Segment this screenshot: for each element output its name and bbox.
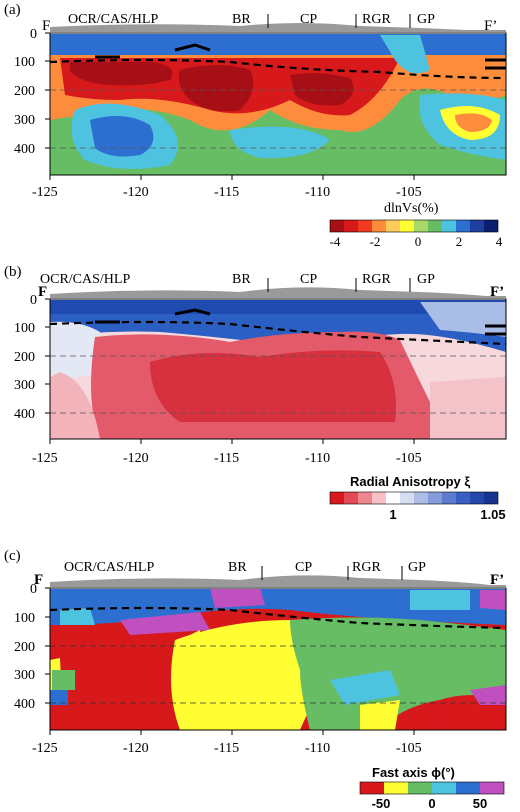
region-rgr-b: RGR: [362, 272, 391, 287]
colorbar-b: [329, 491, 499, 505]
region-ocr-b: OCR/CAS/HLP: [40, 272, 131, 287]
y-ticks-a: [45, 32, 50, 149]
ytick-label: 100: [14, 55, 35, 70]
panel-b: (b) F F’ OCR/CAS/HLP BR CP RGR GP: [0, 262, 520, 527]
profile-end-c: F’: [490, 572, 505, 588]
ytick-label: 200: [14, 84, 35, 99]
colorbar-a: [329, 219, 499, 233]
colorbar-tick-a: -2: [369, 234, 381, 249]
region-br-b: BR: [232, 272, 251, 287]
x-ticks-a: [49, 175, 415, 180]
region-gp-a: GP: [417, 12, 435, 27]
xtick-label: -120: [123, 741, 149, 756]
ytick-label: 400: [14, 697, 35, 712]
region-gp-b: GP: [417, 272, 435, 287]
profile-start-a: F: [42, 18, 51, 34]
colorbar-c: [359, 781, 505, 795]
ytick-label: 100: [14, 321, 35, 336]
profile-start-c: F: [34, 572, 44, 588]
region-br-a: BR: [232, 12, 251, 27]
colorbar-tick-a: -4: [329, 234, 341, 249]
panel-label-c: (c): [4, 548, 21, 564]
ytick-label: 0: [30, 27, 37, 42]
profile-start-b: F: [38, 284, 48, 300]
section-plot-b: -125 -120 -115 -110 -105 0 100 200 300 4…: [14, 278, 507, 505]
xtick-label: -125: [32, 185, 58, 200]
ytick-label: 400: [14, 407, 35, 422]
topography-a: [50, 23, 506, 32]
xtick-label: -105: [396, 451, 422, 466]
colorbar-title-c: Fast axis ϕ(°): [372, 765, 455, 780]
ytick-label: 300: [14, 668, 35, 683]
yellow-zone-c: [171, 620, 330, 730]
colorbar-tick-a: 2: [455, 234, 463, 249]
colorbar-title-b: Radial Anisotropy ξ: [350, 474, 471, 489]
region-ocr-c: OCR/CAS/HLP: [64, 560, 155, 575]
ytick-label: 300: [14, 378, 35, 393]
ytick-label: 200: [14, 640, 35, 655]
ytick-label: 300: [14, 113, 35, 128]
plot-frame-c: [49, 587, 507, 731]
region-cp-b: CP: [300, 272, 318, 287]
xtick-label: -115: [214, 451, 239, 466]
panel-label-a: (a): [4, 2, 21, 18]
ytick-label: 0: [30, 293, 37, 308]
xtick-label: -115: [214, 185, 239, 200]
region-br-c: BR: [228, 560, 247, 575]
panel-label-b: (b): [4, 264, 22, 280]
xtick-label: -105: [396, 185, 422, 200]
xtick-label: -110: [305, 185, 330, 200]
section-plot-c: -125 -120 -115 -110 -105 0 100 200 300 4…: [14, 566, 507, 795]
xtick-label: -110: [305, 741, 330, 756]
topography-c: [50, 575, 506, 587]
panel-c: (c) F F’ OCR/CAS/HLP BR CP RGR GP: [0, 530, 520, 812]
lab-boundary-a: [49, 58, 507, 80]
xtick-label: -110: [305, 451, 330, 466]
lab-boundary-b: [49, 320, 507, 346]
region-ocr-a: OCR/CAS/HLP: [68, 12, 159, 27]
region-rgr-c: RGR: [352, 560, 381, 575]
xtick-label: -125: [32, 451, 58, 466]
xtick-label: -120: [123, 185, 149, 200]
xtick-label: -125: [32, 741, 58, 756]
colorbar-tick-a: 4: [495, 234, 503, 249]
topography-b: [50, 287, 506, 298]
xtick-label: -120: [123, 451, 149, 466]
colorbar-tick-b: 1.05: [480, 507, 506, 522]
ytick-label: 0: [30, 582, 37, 597]
colorbar-tick-a: 0: [414, 234, 422, 249]
region-gp-c: GP: [408, 560, 426, 575]
ytick-label: 100: [14, 611, 35, 626]
xtick-label: -115: [214, 741, 239, 756]
xtick-label: -105: [396, 741, 422, 756]
ytick-label: 200: [14, 350, 35, 365]
colorbar-title-a: dlnVs(%): [384, 201, 439, 216]
section-plot-a: -125 -120 -115 -110 -105 0 100 200 300 4…: [14, 14, 507, 233]
ytick-label: 400: [14, 142, 35, 157]
colorbar-tick-c: 0: [428, 796, 436, 811]
panel-a: (a) F F’ OCR/CAS/HLP BR CP RGR GP: [0, 0, 520, 260]
plot-frame-b: [49, 298, 507, 440]
plot-frame-a: [49, 32, 507, 176]
region-cp-c: CP: [295, 560, 313, 575]
colorbar-tick-b: 1: [389, 507, 397, 522]
colorbar-tick-c: 50: [472, 796, 488, 811]
colorbar-tick-c: -50: [371, 796, 391, 811]
lab-boundary-c: [49, 606, 507, 630]
region-rgr-a: RGR: [362, 12, 391, 27]
